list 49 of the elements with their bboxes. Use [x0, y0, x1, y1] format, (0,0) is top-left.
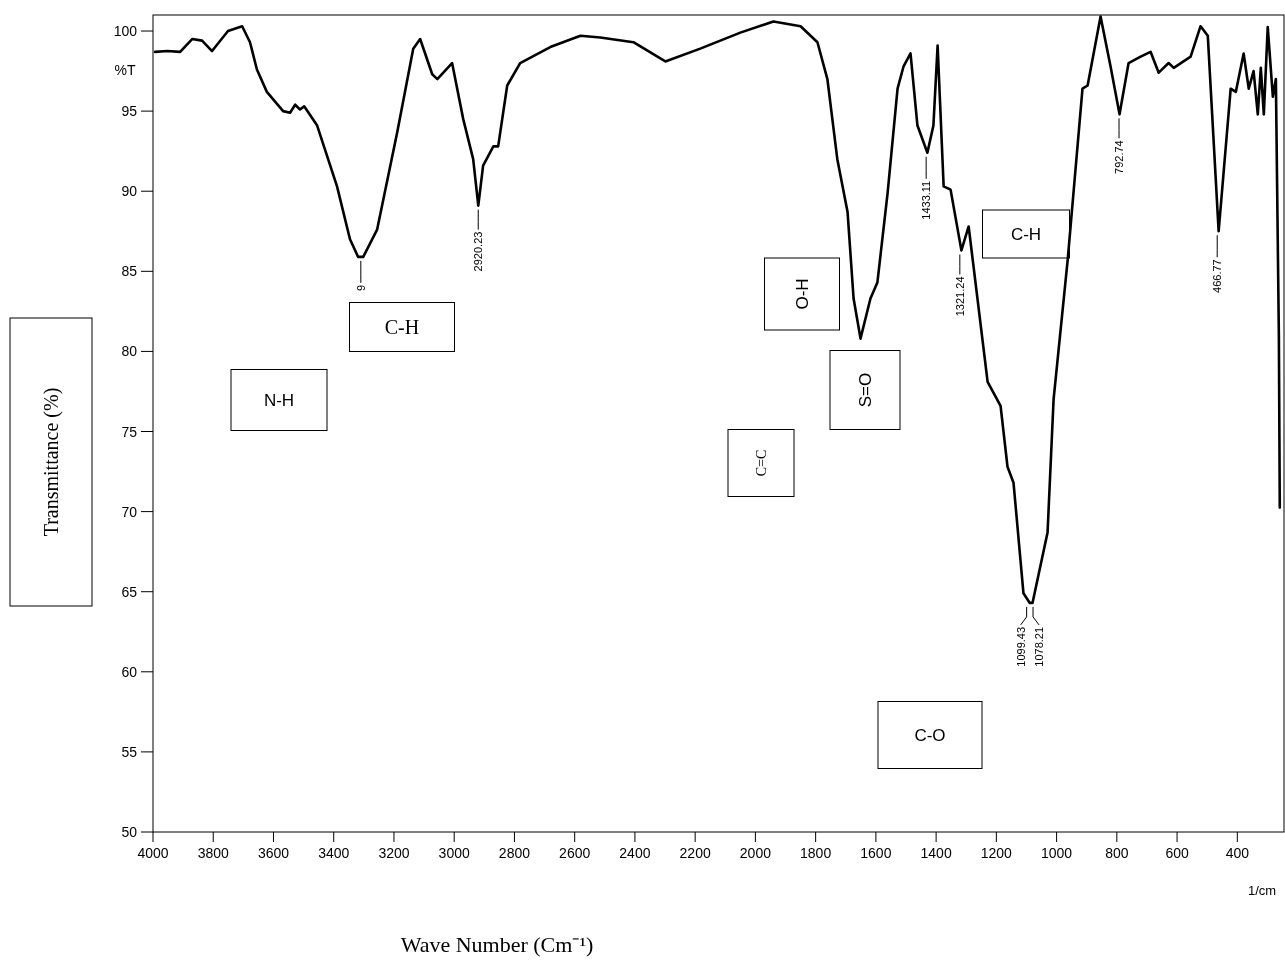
- x-tick-label: 1200: [980, 845, 1013, 861]
- y-tick-label: 100: [113, 23, 138, 40]
- y-tick-label: 60: [121, 663, 138, 680]
- annotation: C-O: [914, 725, 946, 745]
- x-tick-label: 3000: [438, 845, 470, 861]
- annotation: C-H: [1010, 224, 1042, 244]
- y-tick-label: 95: [121, 103, 138, 120]
- x-tick-label: 3600: [257, 845, 290, 861]
- y-tick-label: 75: [121, 423, 138, 440]
- y-tick-label: 90: [121, 183, 138, 200]
- annotation: C-H: [384, 316, 420, 338]
- x-tick-label: 400: [1225, 845, 1250, 861]
- x-tick-label: 2000: [739, 845, 772, 861]
- annotation: O-H: [792, 278, 812, 310]
- annotation: 1099.43: [1014, 626, 1027, 667]
- annotation: 9: [354, 284, 367, 292]
- annotation: C=C: [753, 449, 769, 477]
- x-tick-label: 2800: [498, 845, 531, 861]
- y-axis-title: Transmittance (%): [40, 387, 63, 537]
- x-tick-label: 3400: [318, 845, 350, 861]
- text: %T: [114, 62, 136, 78]
- x-tick-label: 2400: [619, 845, 651, 861]
- x-tick-label: 1400: [920, 845, 952, 861]
- x-axis-title: Wave Number (Cm⁻¹): [400, 932, 594, 957]
- y-tick-label: 85: [121, 263, 138, 280]
- x-tick-label: 1800: [800, 845, 832, 861]
- annotation: 1078.21: [1033, 626, 1046, 667]
- y-tick-label: 50: [121, 824, 138, 840]
- annotation: 1321.24: [953, 276, 966, 317]
- annotation: 466.77: [1211, 259, 1224, 293]
- x-tick-label: 4000: [137, 845, 169, 861]
- annotation: S=O: [855, 372, 875, 408]
- y-tick-label: 70: [121, 503, 138, 520]
- x-tick-label: 800: [1105, 845, 1129, 861]
- x-tick-label: 1600: [860, 845, 892, 861]
- annotation: N-H: [263, 390, 295, 410]
- y-tick-label: 55: [121, 743, 138, 760]
- y-tick-label: 80: [121, 343, 138, 360]
- x-tick-label: 1000: [1041, 845, 1073, 861]
- text: 1/cm: [1247, 883, 1277, 898]
- annotation: 1433.11: [920, 180, 933, 220]
- annotation: 2920.23: [472, 231, 485, 272]
- x-tick-label: 2600: [559, 845, 591, 861]
- y-tick-label: 65: [121, 583, 138, 600]
- x-tick-label: 3800: [197, 845, 230, 861]
- x-tick-label: 2200: [679, 845, 711, 861]
- x-tick-label: 3200: [378, 845, 410, 861]
- x-tick-label: 600: [1165, 845, 1189, 861]
- annotation: 792.74: [1113, 140, 1126, 174]
